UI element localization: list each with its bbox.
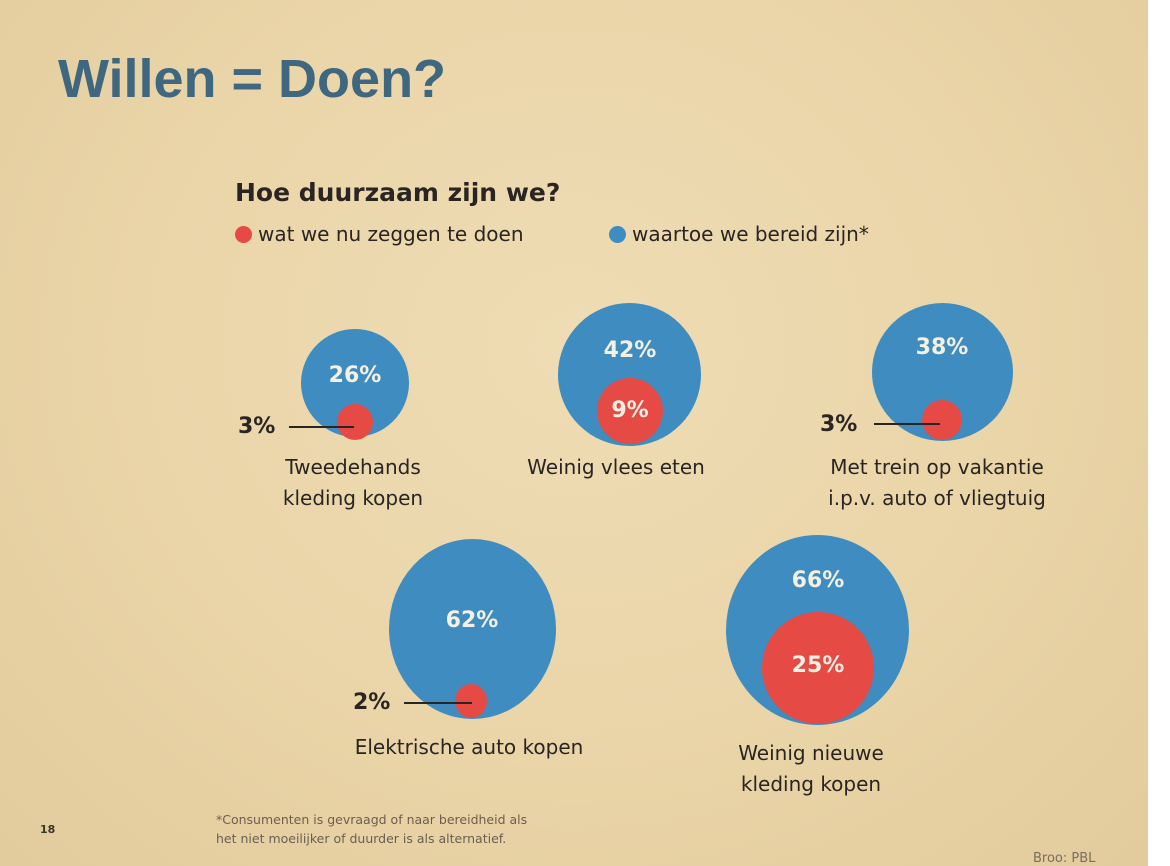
value-willing: 26% bbox=[328, 363, 382, 388]
value-doing: 2% bbox=[353, 690, 391, 715]
legend-label: wat we nu zeggen te doen bbox=[258, 222, 524, 246]
value-willing: 62% bbox=[445, 608, 499, 633]
caption: Weinig nieuwe kleding kopen bbox=[738, 738, 884, 800]
blue-dot-icon bbox=[609, 225, 626, 243]
leader-line bbox=[874, 423, 940, 425]
footnote: *Consumenten is gevraagd of naar bereidh… bbox=[216, 810, 527, 848]
slide-title: Willen = Doen? bbox=[58, 49, 447, 109]
caption-line: Elektrische auto kopen bbox=[354, 735, 584, 759]
leader-line bbox=[289, 426, 354, 428]
footnote-line: *Consumenten is gevraagd of naar bereidh… bbox=[216, 812, 528, 827]
footnote-line: het niet moeilijker of duurder is als al… bbox=[216, 831, 507, 846]
value-doing: 25% bbox=[791, 653, 845, 678]
caption-line: kleding kopen bbox=[740, 772, 882, 796]
legend-item-doing: wat we nu zeggen te doen bbox=[235, 222, 524, 246]
caption: Weinig vlees eten bbox=[527, 452, 705, 483]
caption-line: kleding kopen bbox=[282, 486, 424, 510]
red-dot-icon bbox=[235, 225, 252, 243]
value-doing: 3% bbox=[820, 412, 858, 437]
bubble-doing-secondhand-clothing bbox=[337, 404, 373, 440]
bubble-doing-train-holiday bbox=[922, 400, 962, 440]
chart-title: Hoe duurzaam zijn we? bbox=[235, 178, 561, 207]
caption-line: Met trein op vakantie bbox=[830, 455, 1044, 479]
legend-item-willing: waartoe we bereid zijn* bbox=[609, 222, 869, 246]
caption-line: Weinig vlees eten bbox=[527, 455, 705, 479]
page-number: 18 bbox=[40, 823, 56, 836]
value-willing: 38% bbox=[915, 335, 969, 360]
value-willing: 66% bbox=[791, 568, 845, 593]
bubble-doing-electric-car bbox=[455, 684, 487, 718]
bubble-doing-less-meat bbox=[597, 378, 663, 444]
caption: Tweedehands kleding kopen bbox=[283, 452, 423, 514]
value-willing: 42% bbox=[603, 338, 657, 363]
caption: Elektrische auto kopen bbox=[355, 732, 584, 763]
caption-line: Tweedehands bbox=[285, 455, 421, 479]
caption: Met trein op vakantie i.p.v. auto of vli… bbox=[828, 452, 1046, 514]
leader-line bbox=[404, 702, 472, 704]
value-doing: 3% bbox=[238, 414, 276, 439]
bubble-doing-less-new-clothing bbox=[762, 612, 874, 724]
legend-label: waartoe we bereid zijn* bbox=[632, 222, 869, 246]
source-label: Broo: PBL bbox=[1033, 851, 1096, 866]
caption-line: Weinig nieuwe bbox=[738, 741, 884, 765]
caption-line: i.p.v. auto of vliegtuig bbox=[828, 486, 1046, 510]
value-doing: 9% bbox=[611, 398, 649, 423]
